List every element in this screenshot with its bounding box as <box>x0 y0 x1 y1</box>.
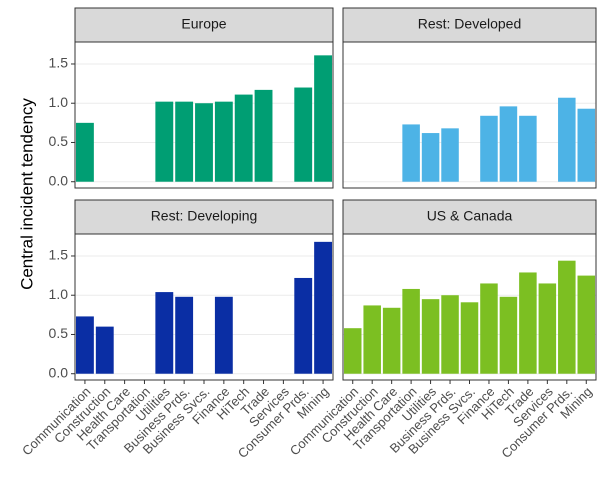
bar <box>480 283 498 374</box>
bar <box>460 302 479 374</box>
strip-title: US & Canada <box>427 208 513 224</box>
bar <box>75 122 94 182</box>
strip-title: Rest: Developing <box>151 208 258 224</box>
bar <box>558 260 576 374</box>
y-axis-title: Central incident tendency <box>17 98 36 290</box>
y-tick-label: 1.5 <box>49 55 69 71</box>
bar <box>294 87 313 182</box>
bar <box>538 283 557 374</box>
bar <box>441 295 459 374</box>
bar <box>519 115 537 182</box>
bar <box>155 101 174 182</box>
strip-title: Europe <box>181 16 226 32</box>
bar <box>214 296 233 374</box>
bar <box>254 89 273 182</box>
bar <box>402 288 420 374</box>
strip-title: Rest: Developed <box>418 16 522 32</box>
strip <box>74 199 334 235</box>
bar <box>314 55 333 182</box>
y-tick-label: 1.0 <box>49 286 69 302</box>
bar <box>234 94 253 182</box>
bar <box>314 241 333 374</box>
bar <box>558 97 576 182</box>
y-tick-label: 0.5 <box>49 133 69 149</box>
bar <box>382 307 401 374</box>
bar <box>499 106 518 182</box>
panel-border <box>74 41 334 189</box>
bar <box>402 124 420 182</box>
bar <box>421 299 440 374</box>
bar <box>175 101 194 182</box>
bar <box>75 316 94 374</box>
bar <box>294 277 313 374</box>
bar <box>499 296 518 374</box>
bar <box>175 296 194 374</box>
bar <box>343 328 362 374</box>
bar <box>441 128 459 182</box>
y-tick-label: 0.0 <box>49 172 69 188</box>
y-tick-label: 1.5 <box>49 247 69 263</box>
bar <box>519 272 537 374</box>
panel-border <box>342 41 597 189</box>
bar <box>95 326 114 374</box>
bar <box>577 108 596 182</box>
bar <box>195 103 213 182</box>
bar <box>363 305 381 374</box>
strip <box>342 199 597 235</box>
bar <box>480 115 498 182</box>
y-tick-label: 1.0 <box>49 94 69 110</box>
bar <box>214 101 233 182</box>
bar <box>577 275 596 374</box>
strip <box>74 7 334 43</box>
y-tick-label: 0.0 <box>49 364 69 380</box>
strip <box>342 7 597 43</box>
y-tick-label: 0.5 <box>49 325 69 341</box>
bar <box>155 292 174 374</box>
bar <box>421 133 440 182</box>
